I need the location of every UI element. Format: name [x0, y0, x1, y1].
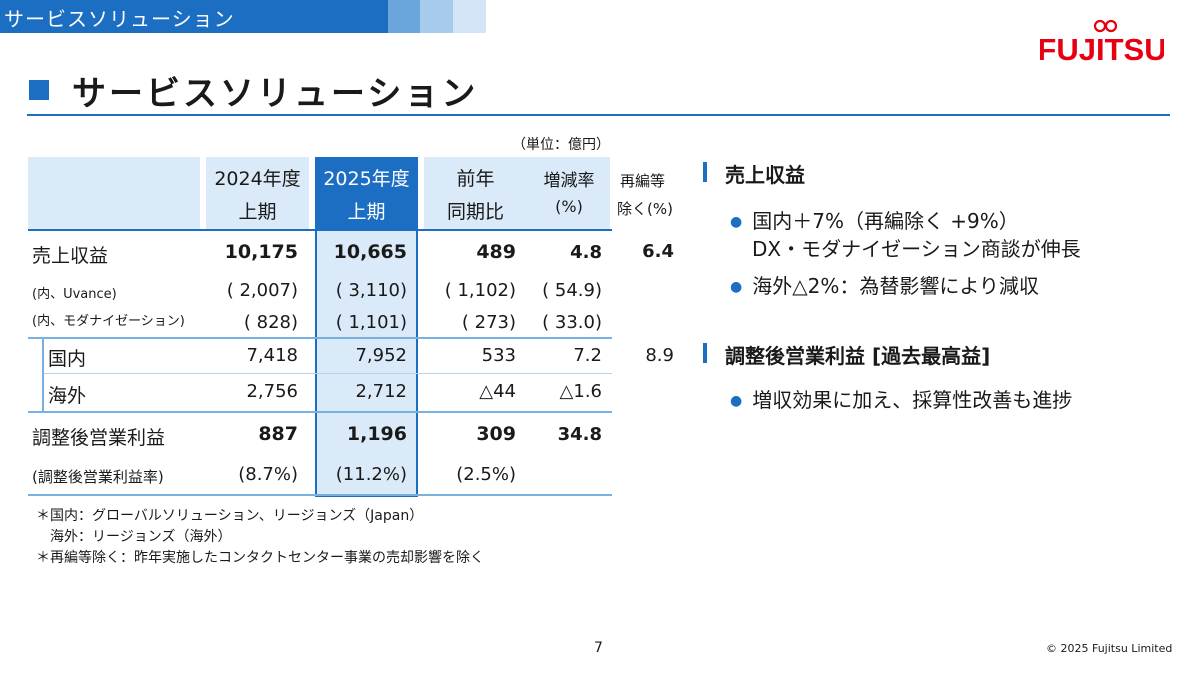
header-col5-line2: 除く(%) [617, 200, 673, 218]
page-title: サービスソリューション [72, 74, 479, 114]
bullet-revenue-1-line2: DX・モダナイゼーション商談が伸長 [752, 237, 1081, 261]
cell-margin-2024: (8.7%) [238, 464, 298, 485]
cell-domestic-2025: 7,952 [355, 345, 407, 366]
bullet-dot-icon: ● [730, 214, 743, 230]
row-label-profit-margin: (調整後営業利益率) [32, 468, 164, 486]
header-col3-line1: 前年 [456, 168, 495, 190]
cell-uvance-rate: ( 54.9) [542, 280, 602, 301]
cell-revenue-yoy: 489 [476, 241, 516, 263]
cell-revenue-rate: 4.8 [570, 242, 602, 263]
section-bar-icon [703, 162, 707, 182]
bullet-revenue-2: ● 海外△2%：為替影響により減収 [730, 270, 1039, 299]
banner-block-1 [388, 0, 420, 33]
financial-table: 2024年度 上期 2025年度 上期 前年 同期比 増減率 (%) 売上収益 … [28, 157, 612, 497]
cell-revenue-adjusted-rate: 6.4 [642, 241, 674, 262]
footnote-2: ＊再編等除く：昨年実施したコンタクトセンター事業の売却影響を除く [36, 550, 484, 566]
indent-marker [42, 338, 44, 411]
cell-uvance-2024: ( 2,007) [226, 280, 298, 301]
banner-block-2 [420, 0, 453, 33]
header-bg-col34 [424, 157, 610, 229]
bullet-dot-icon: ● [730, 393, 743, 409]
section-profit-heading: 調整後営業利益 [過去最高益] [725, 344, 991, 368]
banner-dark-block [0, 0, 388, 33]
infinity-mark [1093, 19, 1118, 33]
cell-overseas-rate: △1.6 [559, 381, 602, 402]
cell-overseas-2024: 2,756 [246, 381, 298, 402]
row-label-uvance: (内、Uvance) [32, 287, 117, 302]
section-banner: サービスソリューション [0, 0, 486, 33]
header-col4-line2: (%) [555, 197, 583, 216]
row-label-overseas: 海外 [48, 385, 87, 407]
cell-modernization-2024: ( 828) [243, 312, 298, 333]
header-rule [28, 229, 612, 231]
table-unit: （単位：億円） [512, 137, 610, 153]
page-number: 7 [594, 640, 603, 656]
banner-block-3 [453, 0, 486, 33]
rule-after-overseas [28, 411, 612, 413]
bullet-dot-icon: ● [730, 279, 743, 295]
footnote-1b: 海外：リージョンズ（海外） [50, 529, 232, 545]
cell-overseas-2025: 2,712 [355, 381, 407, 402]
copyright: © 2025 Fujitsu Limited [1046, 642, 1173, 655]
header-col5-line1: 再編等 [620, 172, 666, 190]
cell-profit-2024: 887 [258, 423, 298, 445]
header-bg-label [28, 157, 200, 229]
header-col1-line1: 2024年度 [214, 168, 301, 190]
cell-modernization-2025: ( 1,101) [335, 312, 407, 333]
footnote-1: ＊国内：グローバルソリューション、リージョンズ（Japan） [36, 508, 424, 524]
header-col2-line2: 上期 [347, 201, 386, 223]
highlight-column-header [317, 159, 416, 229]
row-label-adjusted-profit: 調整後営業利益 [32, 427, 166, 449]
section-label: サービスソリューション [4, 7, 235, 31]
header-col2-line1: 2025年度 [323, 168, 410, 190]
fujitsu-logo: FUJITSU [1040, 19, 1164, 67]
cell-revenue-2025: 10,665 [333, 241, 407, 263]
rule-after-modernization [28, 337, 612, 339]
cell-profit-rate: 34.8 [557, 424, 602, 445]
bullet-revenue-1-line1: 国内＋7%（再編除く +9%） [752, 209, 1019, 233]
cell-domestic-adjusted-rate: 8.9 [645, 345, 674, 366]
rule-after-domestic [42, 373, 612, 374]
header-col3-line2: 同期比 [446, 201, 504, 223]
footnotes: ＊国内：グローバルソリューション、リージョンズ（Japan） 海外：リージョンズ… [36, 506, 484, 569]
bullet-revenue-1-cont: DX・モダナイゼーション商談が伸長 [752, 233, 1081, 262]
bullet-revenue-1: ● 国内＋7%（再編除く +9%） [730, 205, 1019, 234]
cell-domestic-2024: 7,418 [246, 345, 298, 366]
cell-margin-yoy: (2.5%) [456, 464, 516, 485]
cell-uvance-yoy: ( 1,102) [444, 280, 516, 301]
bullet-profit-1: ● 増収効果に加え、採算性改善も進捗 [730, 384, 1072, 413]
cell-margin-2025: (11.2%) [335, 464, 407, 485]
section-revenue-heading: 売上収益 [725, 163, 805, 187]
title-square-icon [29, 80, 49, 100]
bullet-profit-1-line1: 増収効果に加え、採算性改善も進捗 [752, 388, 1073, 412]
cell-domestic-yoy: 533 [481, 345, 516, 366]
header-col1-line2: 上期 [238, 201, 277, 223]
row-label-modernization: (内、モダナイゼーション) [32, 314, 185, 329]
cell-overseas-yoy: △44 [479, 381, 516, 402]
row-label-revenue: 売上収益 [32, 245, 109, 267]
cell-uvance-2025: ( 3,110) [335, 280, 407, 301]
cell-revenue-2024: 10,175 [224, 241, 298, 263]
header-bg-col1 [206, 157, 309, 229]
cell-domestic-rate: 7.2 [573, 345, 602, 366]
cell-modernization-yoy: ( 273) [461, 312, 516, 333]
title-divider [27, 114, 1170, 116]
logo-wordmark: FUJITSU [1040, 32, 1164, 67]
cell-modernization-rate: ( 33.0) [542, 312, 602, 333]
header-col4-line1: 増減率 [543, 171, 595, 191]
bullet-revenue-2-line1: 海外△2%：為替影響により減収 [752, 274, 1039, 298]
section-bar-icon [703, 343, 707, 363]
cell-profit-yoy: 309 [476, 423, 516, 445]
table-bottom-rule [28, 494, 612, 496]
cell-profit-2025: 1,196 [346, 423, 407, 445]
row-label-domestic: 国内 [48, 348, 87, 370]
